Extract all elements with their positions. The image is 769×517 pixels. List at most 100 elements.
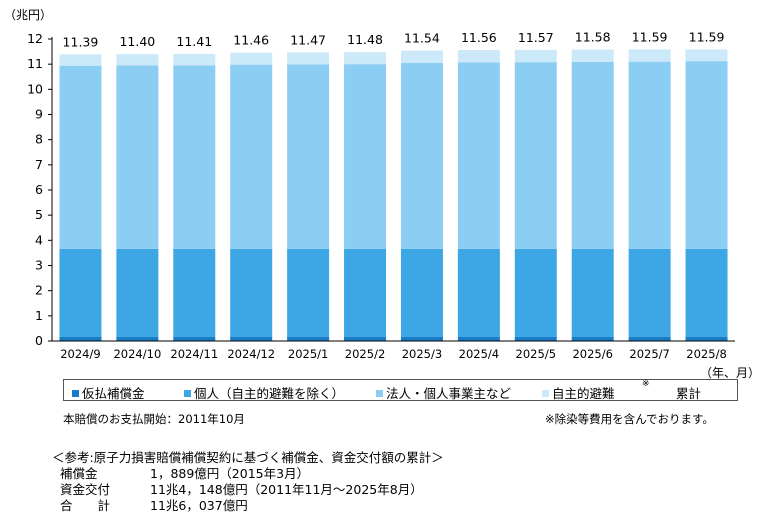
y-tick-label: 3: [35, 258, 43, 273]
x-tick-label: 2024/11: [170, 347, 218, 361]
bar-segment-1: [685, 336, 728, 341]
bar-total-label: 11.41: [176, 34, 212, 49]
x-tick-label: 2024/10: [113, 347, 161, 361]
y-tick-label: 11: [27, 56, 43, 71]
reference-value-funding: 11兆4，148億円（2011年11月～2025年8月）: [150, 482, 423, 497]
legend-swatch-icon: [72, 390, 79, 397]
bar-segment-2: [514, 248, 557, 337]
y-tick-label: 5: [35, 207, 43, 222]
decontamination-note: ※除染等費用を含んでおります。: [545, 412, 714, 426]
bar-segment-1: [344, 336, 387, 341]
bar-segment-1: [173, 336, 216, 341]
x-tick-label: 2025/5: [516, 347, 556, 361]
x-tick-label: 2024/12: [227, 347, 275, 361]
bar-segment-4: [344, 52, 387, 65]
bar-segment-4: [457, 50, 500, 63]
reference-value-total: 11兆6，037億円: [150, 498, 248, 513]
bar-segment-1: [230, 336, 273, 341]
bar-segment-4: [685, 49, 728, 62]
reference-label-compensation: 補償金: [60, 466, 98, 481]
legend-label: 自主的避難: [552, 386, 615, 401]
bar-segment-1: [628, 336, 671, 341]
bar-total-label: 11.56: [461, 30, 497, 45]
x-tick-label: 2025/1: [288, 347, 328, 361]
reference-title: ＜参考:原子力損害賠償補償契約に基づく補償金、資金交付額の累計＞: [52, 450, 444, 465]
legend-label: 仮払補償金: [82, 386, 145, 401]
bar-segment-3: [287, 64, 330, 249]
legend-item-voluntary: 自主的避難: [542, 383, 615, 402]
bar-segment-1: [116, 336, 159, 341]
bar-total-label: 11.46: [233, 33, 269, 48]
bar-segment-2: [230, 248, 273, 337]
legend-swatch-icon: [184, 390, 191, 397]
bar-segment-2: [287, 248, 330, 337]
bar-total-label: 11.59: [689, 29, 725, 44]
bar-total-label: 11.40: [119, 34, 155, 49]
bar-segment-3: [116, 65, 159, 249]
x-tick-label: 2025/7: [629, 347, 669, 361]
bar-segment-3: [514, 62, 557, 249]
bar-segment-3: [173, 65, 216, 249]
legend-swatch-icon: [542, 390, 549, 397]
bar-segment-3: [628, 61, 671, 249]
bar-total-label: 11.57: [518, 30, 554, 45]
bar-total-label: 11.47: [290, 32, 326, 47]
x-tick-label: 2025/6: [572, 347, 612, 361]
bar-segment-3: [344, 64, 387, 249]
bar-total-label: 11.48: [347, 32, 383, 47]
x-tick-label: 2025/3: [402, 347, 442, 361]
y-tick-label: 0: [35, 333, 43, 348]
y-tick-label: 12: [27, 31, 43, 46]
bar-segment-3: [400, 62, 443, 249]
bar-segment-2: [173, 248, 216, 337]
bar-total-label: 11.39: [63, 34, 99, 49]
bar-segment-4: [287, 52, 330, 65]
bar-segment-2: [571, 248, 614, 337]
bar-segment-1: [514, 336, 557, 341]
legend: 仮払補償金 個人（自主的避難を除く） 法人・個人事業主など 自主的避難 ※ 累計: [63, 379, 738, 401]
legend-total-label: 累計: [676, 386, 702, 401]
bar-segment-3: [59, 65, 102, 249]
x-axis-label: （年、月）: [700, 366, 761, 380]
y-tick-label: 10: [27, 81, 43, 96]
y-tick-label: 1: [35, 308, 43, 323]
bar-segment-4: [571, 49, 614, 62]
payment-start-note: 本賠償のお支払開始：2011年10月: [63, 412, 245, 426]
x-tick-label: 2025/2: [345, 347, 385, 361]
bar-total-label: 11.59: [632, 29, 668, 44]
legend-item-advance: 仮払補償金: [72, 383, 145, 402]
reference-label-funding: 資金交付: [60, 482, 111, 497]
y-tick-label: 8: [35, 132, 43, 147]
bar-segment-1: [59, 336, 102, 341]
y-tick-label: 6: [35, 182, 43, 197]
legend-label: 個人（自主的避難を除く）: [194, 386, 345, 401]
legend-item-individual: 個人（自主的避難を除く）: [184, 383, 344, 402]
bar-total-label: 11.54: [404, 31, 440, 46]
y-tick-label: 2: [35, 283, 43, 298]
x-tick-label: 2025/8: [686, 347, 726, 361]
bar-segment-4: [628, 49, 671, 62]
bar-segment-1: [571, 336, 614, 341]
x-tick-label: 2025/4: [459, 347, 499, 361]
bar-segment-3: [230, 64, 273, 249]
bar-segment-4: [400, 50, 443, 63]
bar-segment-4: [230, 52, 273, 65]
bar-segment-1: [400, 336, 443, 341]
bar-segment-2: [457, 248, 500, 337]
y-tick-label: 7: [35, 157, 43, 172]
bar-segment-2: [116, 248, 159, 337]
bar-segment-4: [116, 54, 159, 66]
bar-segment-3: [571, 61, 614, 249]
bar-total-label: 11.58: [575, 30, 611, 45]
reference-label-total: 合 計: [60, 498, 111, 513]
bar-segment-2: [628, 248, 671, 337]
y-tick-label: 9: [35, 107, 43, 122]
bar-segment-1: [287, 336, 330, 341]
bar-segment-2: [685, 248, 728, 337]
bar-segment-4: [59, 54, 102, 66]
legend-label: 法人・個人事業主など: [386, 386, 512, 401]
bar-segment-4: [173, 53, 216, 66]
bar-segment-3: [685, 61, 728, 249]
bar-segment-2: [344, 248, 387, 337]
